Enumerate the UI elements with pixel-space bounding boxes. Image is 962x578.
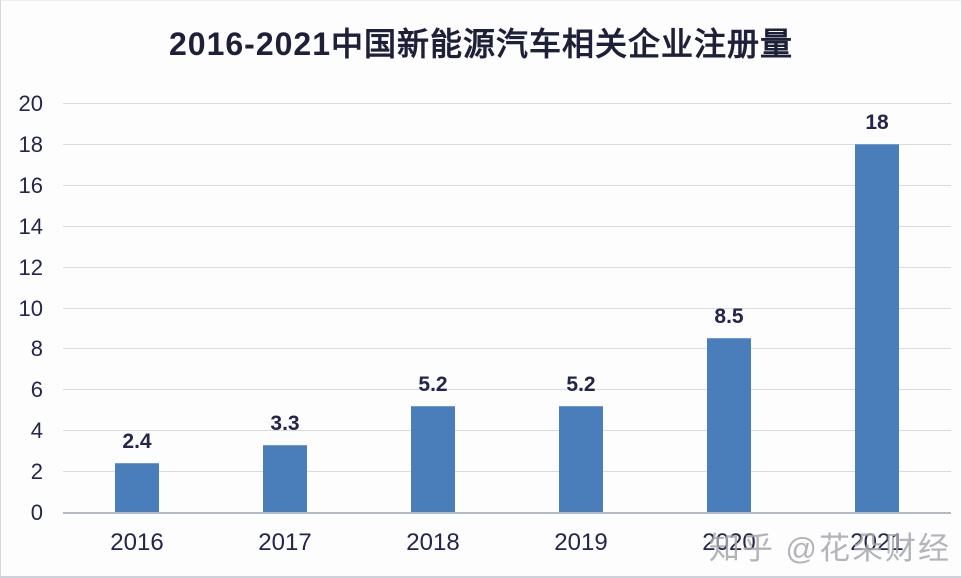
x-tick-label: 2018 — [406, 529, 460, 556]
gridline — [63, 103, 951, 104]
y-tick-label: 14 — [18, 213, 43, 239]
gridline — [63, 225, 951, 227]
gridline — [63, 430, 951, 432]
bar-value-label: 8.5 — [714, 305, 744, 329]
y-axis: 0 2 4 6 8 10 12 14 16 18 20 — [1, 93, 53, 524]
y-tick-label: 10 — [18, 295, 43, 321]
bar-column: 8.5 2020 — [655, 104, 803, 556]
y-tick-label: 18 — [18, 131, 43, 157]
y-tick-label: 0 — [30, 500, 43, 525]
gridline — [63, 307, 951, 309]
bar-column: 5.2 2018 — [359, 104, 507, 556]
gridline — [63, 184, 951, 186]
bar-value-label: 3.3 — [270, 411, 300, 435]
bar-value-label: 18 — [865, 110, 889, 134]
bar — [263, 444, 307, 513]
y-tick-label: 6 — [30, 377, 43, 403]
bar-column: 2.4 2016 — [63, 104, 211, 556]
chart-title: 2016-2021中国新能源汽车相关企业注册量 — [168, 26, 794, 62]
plot-area: 2.4 2016 3.3 2017 5.2 2018 5.2 2019 8.5 2020 18 202… — [63, 103, 951, 556]
bar-column: 5.2 2019 — [507, 104, 655, 556]
gridline — [63, 471, 951, 473]
bar — [115, 462, 159, 513]
bar-value-label: 5.2 — [566, 372, 596, 396]
bar-column: 3.3 2017 — [211, 104, 359, 556]
x-tick-label: 2020 — [702, 529, 756, 556]
x-tick-label: 2016 — [110, 529, 164, 556]
gridline — [63, 389, 951, 391]
x-tick-label: 2021 — [850, 529, 904, 556]
bar — [559, 405, 603, 513]
bar-columns: 2.4 2016 3.3 2017 5.2 2018 5.2 2019 8.5 2020 18 202… — [63, 104, 951, 556]
gridline — [63, 348, 951, 350]
y-tick-label: 8 — [30, 336, 43, 362]
x-tick-label: 2017 — [258, 529, 312, 556]
y-tick-label: 12 — [18, 254, 43, 280]
gridline — [63, 143, 951, 145]
y-tick-label: 20 — [18, 91, 43, 116]
y-tick-label: 2 — [30, 459, 43, 485]
y-tick-label: 4 — [30, 418, 43, 444]
bar-value-label: 5.2 — [418, 372, 448, 396]
bar — [707, 338, 751, 513]
x-axis-line — [63, 512, 951, 514]
x-tick-label: 2019 — [554, 529, 608, 556]
bar-column: 18 2021 — [803, 104, 951, 556]
bar — [855, 143, 899, 513]
y-tick-label: 16 — [18, 172, 43, 198]
gridline — [63, 266, 951, 268]
bar-value-label: 2.4 — [122, 429, 152, 453]
bar — [411, 405, 455, 513]
